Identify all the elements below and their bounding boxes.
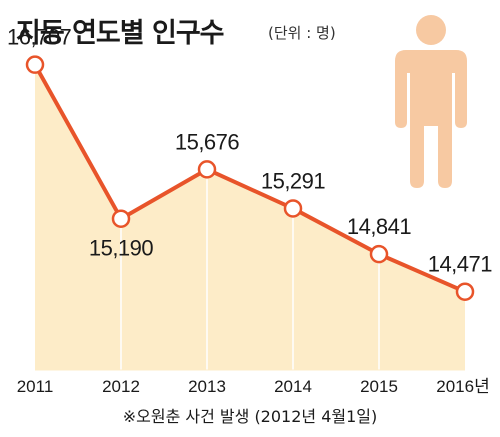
data-label: 16,707 [7,25,72,50]
person-body [395,50,467,188]
data-point-marker [25,55,45,74]
person-silhouette-icon [395,15,467,188]
chart-title: 지동 연도별 인구수 [16,18,224,49]
area-fill [35,64,465,371]
x-tick-label: 2014 [274,377,312,396]
x-tick-label: 2016년 [436,377,489,396]
x-tick-label: 2013 [188,377,226,396]
data-labels: 16,707 15,190 15,676 15,291 14,841 14,471 [7,25,493,277]
x-tick-label: 2011 [17,377,54,396]
x-axis-ticks: 2011 2012 2013 2014 2015 2016년 [17,377,490,396]
data-label: 15,190 [89,236,154,261]
footnote: ※오원춘 사건 발생 (2012년 4월1일) [123,407,378,426]
data-label: 15,676 [175,129,240,154]
unit-label: (단위 : 명) [268,24,336,42]
data-point-marker [455,282,475,301]
grid-lines [120,169,380,370]
data-point-marker [283,199,303,218]
x-tick-label: 2015 [360,377,398,396]
data-point-marker [111,209,131,228]
data-markers [25,55,475,301]
data-label: 14,841 [347,214,412,239]
x-tick-label: 2012 [102,377,140,396]
data-point-marker [197,160,217,179]
data-label: 15,291 [261,168,326,193]
data-label: 14,471 [428,252,493,277]
data-point-marker [369,244,389,264]
series-line [33,63,466,294]
person-head [416,15,446,45]
